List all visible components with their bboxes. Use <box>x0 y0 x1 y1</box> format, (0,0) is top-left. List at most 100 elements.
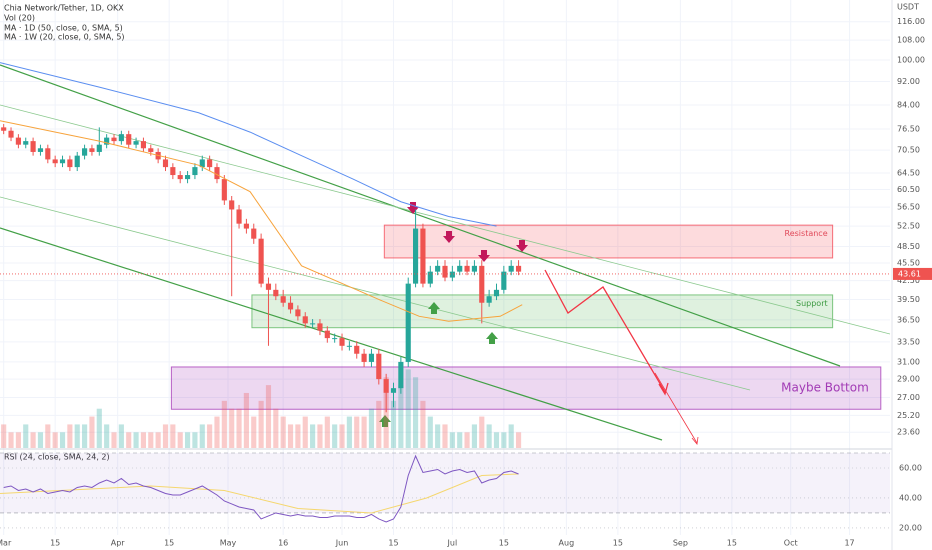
volume-bar <box>37 432 44 448</box>
x-tick-label: Sep <box>673 539 688 548</box>
candle-body <box>184 175 191 180</box>
volume-bar <box>420 400 426 448</box>
y-tick-label: 92.00 <box>897 77 920 86</box>
candle-body <box>37 148 44 152</box>
candle-body <box>413 228 419 284</box>
volume-bar <box>390 400 397 448</box>
up-arrow <box>486 332 498 344</box>
candle-body <box>59 159 66 164</box>
zone <box>170 366 882 410</box>
volume-bar <box>361 416 367 448</box>
x-tick-label: 16 <box>278 539 288 548</box>
x-tick-label: 17 <box>844 539 854 548</box>
volume-bar <box>273 408 279 448</box>
candle-body <box>295 309 301 317</box>
volume-bar <box>67 424 73 448</box>
candle-body <box>471 265 477 272</box>
x-tick-label: 15 <box>50 539 60 548</box>
y-tick-label: 64.50 <box>897 169 920 178</box>
down-arrow <box>516 240 528 252</box>
ma-line <box>0 62 497 227</box>
y-tick-label: 84.00 <box>897 100 920 109</box>
candle-body <box>23 141 29 145</box>
zone <box>383 224 834 259</box>
candle-body <box>251 228 257 239</box>
volume-bar <box>82 424 88 448</box>
candle-body <box>133 141 139 145</box>
volume-bar <box>287 424 294 448</box>
volume-bar <box>170 424 176 448</box>
down-arrow <box>443 231 455 243</box>
candle-body <box>442 265 448 278</box>
y-tick-label: 116.00 <box>897 17 925 26</box>
candle-body <box>405 283 411 362</box>
candle-body <box>45 148 51 160</box>
y-tick-label: 31.00 <box>897 357 920 366</box>
candle-body <box>449 271 455 278</box>
volume-bar <box>464 432 470 448</box>
chart-title: Chia Network/Tether, 1D, OKX <box>4 4 124 13</box>
volume-bar <box>133 432 139 448</box>
currency: USDT <box>897 3 919 12</box>
last-price-label: 43.61 <box>898 269 921 278</box>
x-tick-label: Mar <box>0 539 12 548</box>
volume-bar <box>243 392 249 448</box>
candle-body <box>192 167 198 176</box>
arrow-head <box>658 382 669 396</box>
candle-body <box>324 330 330 339</box>
volume-bar <box>118 424 124 448</box>
volume-bar <box>192 432 198 448</box>
volume-label: Vol (20) <box>4 14 35 23</box>
x-tick-label: 15 <box>613 539 623 548</box>
x-tick-label: Aug <box>559 539 575 548</box>
candle-body <box>126 134 132 145</box>
y-tick-label: 70.50 <box>897 146 920 155</box>
y-tick-label: 23.60 <box>897 428 920 437</box>
candle-body <box>383 379 389 393</box>
candle-body <box>508 265 514 272</box>
y-tick-label: 27.00 <box>897 393 920 402</box>
x-tick-label: 15 <box>388 539 398 548</box>
volume-bar <box>368 408 375 448</box>
volume-bar <box>52 432 58 448</box>
volume-bar <box>45 424 51 448</box>
y-tick-label: 33.50 <box>897 337 920 346</box>
candle-body <box>339 338 345 346</box>
ma-label: MA · 1D (50, close, 0, SMA, 5) <box>4 24 123 33</box>
candle-body <box>515 265 522 272</box>
y-tick-label: 25.20 <box>897 411 920 420</box>
candle-body <box>280 296 286 303</box>
y-tick-label: 76.50 <box>897 125 920 134</box>
y-tick-label: 100.00 <box>897 55 925 64</box>
zone <box>251 294 834 329</box>
candle-body <box>457 265 463 272</box>
volume-bar <box>413 377 419 448</box>
x-tick-label: Jul <box>447 539 458 548</box>
volume-bar <box>354 416 360 448</box>
rsi-line <box>3 454 519 523</box>
candle-body <box>118 134 124 142</box>
candle-body <box>368 353 375 362</box>
volume-bar <box>104 424 110 448</box>
volume-bar <box>501 432 507 448</box>
volume-bar <box>324 416 330 448</box>
y-tick-label: 60.50 <box>897 185 920 194</box>
volume-bar <box>221 400 227 448</box>
zone-label: Maybe Bottom <box>781 381 869 395</box>
candle-body <box>435 265 441 272</box>
volume-bar <box>162 424 169 448</box>
ma-label: MA · 1W (20, close, 0, SMA, 5) <box>4 33 125 42</box>
volume-bar <box>140 432 147 448</box>
y-tick-label: 45.50 <box>897 258 920 267</box>
x-tick-label: Apr <box>111 539 126 548</box>
x-tick-label: 15 <box>499 539 509 548</box>
volume-bar <box>280 416 286 448</box>
volume-bar <box>59 432 66 448</box>
volume-bar <box>96 408 102 448</box>
candle-body <box>493 289 500 297</box>
candle-body <box>89 148 95 152</box>
candle-body <box>287 302 294 310</box>
candle-body <box>199 159 205 168</box>
volume-bar <box>479 416 485 448</box>
y-tick-label: 29.00 <box>897 375 920 384</box>
